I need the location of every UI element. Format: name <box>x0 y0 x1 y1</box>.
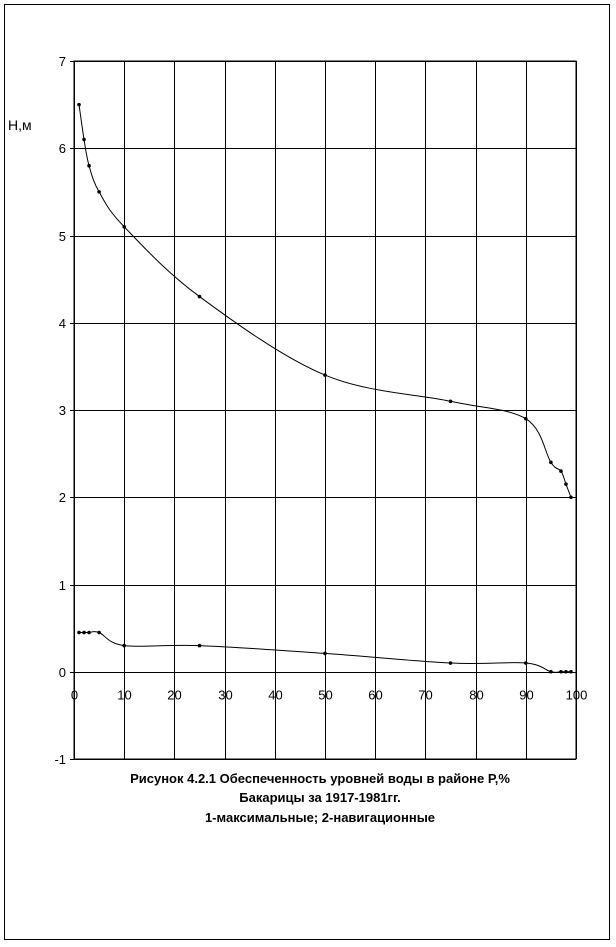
y-tick-label: 6 <box>59 141 66 156</box>
series-2-point <box>559 669 563 674</box>
x-tick-label: 50 <box>318 688 332 703</box>
y-tick-label: 3 <box>59 403 66 418</box>
x-tick-label: 80 <box>469 688 483 703</box>
x-tick-label: 90 <box>519 688 533 703</box>
series-1-point <box>323 373 327 377</box>
y-axis-label: H,м <box>8 117 32 133</box>
series-1-point <box>564 482 568 486</box>
series-2-point <box>97 630 101 635</box>
x-tick-label: 70 <box>418 688 432 703</box>
series-1-point <box>82 137 86 142</box>
x-tick-label: 10 <box>117 688 131 703</box>
x-tick-label: 60 <box>368 688 382 703</box>
series-2-point <box>448 661 453 665</box>
y-tick-label: 4 <box>59 316 66 331</box>
y-tick-label: -1 <box>54 752 66 767</box>
y-tick-label: 5 <box>59 229 66 244</box>
series-1-point <box>97 190 101 194</box>
series-2-point <box>77 630 81 635</box>
y-tick-label: 2 <box>59 490 66 505</box>
series-1-point <box>197 294 202 299</box>
y-tick-label: 1 <box>59 578 66 593</box>
x-tick-label: 0 <box>71 688 78 703</box>
series-1-point <box>524 416 528 421</box>
caption-line-3: 1-максимальные; 2-навигационные <box>204 810 436 825</box>
x-tick-label: 100 <box>566 688 588 703</box>
series-2-point <box>323 651 327 656</box>
y-tick-label: 7 <box>59 54 66 69</box>
y-tick-label: 0 <box>59 665 66 680</box>
series-1-point <box>569 495 573 500</box>
series-2-point <box>569 669 573 674</box>
chart-frame <box>4 4 610 940</box>
x-tick-label: 20 <box>167 688 181 703</box>
series-1-point <box>448 399 453 404</box>
caption-line-1: Рисунок 4.2.1 Обеспеченность уровней вод… <box>130 771 510 786</box>
series-2-point <box>197 643 202 648</box>
series-2-point <box>122 643 126 648</box>
series-2-point <box>82 630 86 635</box>
x-tick-label: 40 <box>268 688 282 703</box>
series-2-point <box>87 630 91 635</box>
series-1-point <box>559 469 563 473</box>
series-2-point <box>549 669 553 674</box>
x-tick-label: 30 <box>218 688 232 703</box>
series-1-point <box>122 224 126 229</box>
caption-line-2: Бакарицы за 1917-1981гг. <box>239 790 401 805</box>
series-1-point <box>549 460 553 465</box>
series-1-point <box>87 163 91 168</box>
series-1-point <box>77 102 81 107</box>
series-2-point <box>524 661 528 665</box>
series-2-point <box>564 669 568 674</box>
